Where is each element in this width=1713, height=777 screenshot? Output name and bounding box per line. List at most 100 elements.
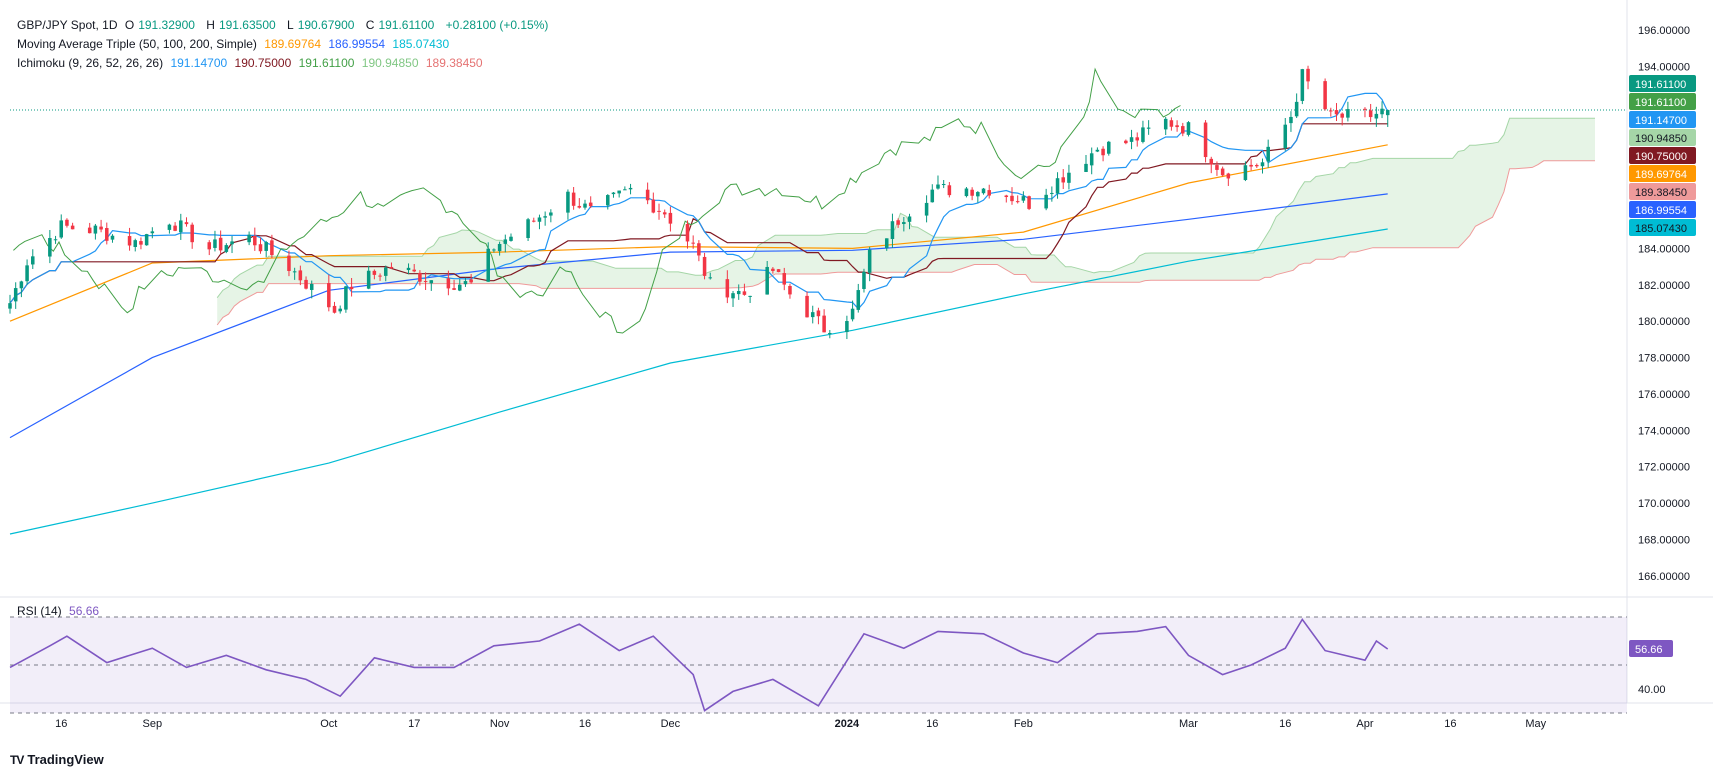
candle <box>389 262 394 270</box>
candle-body <box>457 284 462 291</box>
candle-body <box>1067 172 1071 183</box>
candle <box>651 192 656 214</box>
candle <box>1186 121 1191 137</box>
time-tick-label: 16 <box>1444 718 1456 730</box>
candle <box>150 227 155 239</box>
candle <box>1226 172 1231 186</box>
candle <box>1141 120 1145 144</box>
candle-body <box>822 315 826 333</box>
price-tick-label: 176.00000 <box>1638 389 1690 401</box>
candle <box>486 242 490 282</box>
candle-body <box>816 310 821 317</box>
candle <box>896 218 900 228</box>
conversion-line <box>9 92 1389 310</box>
candle <box>469 274 473 284</box>
price-tick-label: 182.00000 <box>1638 280 1690 292</box>
time-tick-label: Nov <box>490 718 510 730</box>
candle-body <box>48 238 52 257</box>
time-axis[interactable]: 16 Sep Oct 17 Nov 16 Dec 2024 16 Feb Mar 16 Apr 16 May <box>55 718 1547 730</box>
candle <box>725 270 730 304</box>
candle-body <box>1186 122 1191 135</box>
candle <box>406 263 411 275</box>
candle-body <box>179 220 183 233</box>
candle <box>924 195 929 223</box>
candle-body <box>503 239 508 244</box>
candle <box>907 213 912 230</box>
price-tick-label: 178.00000 <box>1638 353 1690 365</box>
candle <box>247 231 251 246</box>
candle-body <box>884 238 889 249</box>
candle <box>537 214 542 230</box>
candle <box>1163 116 1168 136</box>
candle-body <box>1084 163 1088 172</box>
candle-body <box>469 279 473 283</box>
price-tick-label: 184.00000 <box>1638 243 1690 255</box>
candle <box>1055 172 1060 199</box>
candle <box>53 235 58 244</box>
candle-body <box>526 219 530 239</box>
price-badge-label: 189.38450 <box>1635 187 1687 199</box>
candle-body <box>93 225 98 234</box>
candle <box>1061 169 1065 190</box>
candle <box>110 234 115 243</box>
time-tick-label: 16 <box>55 718 67 730</box>
candle-body <box>788 285 792 295</box>
candle <box>213 230 217 252</box>
candle-body <box>617 190 621 194</box>
candle-body <box>867 249 872 273</box>
price-badge: 191.61100 <box>1629 75 1696 93</box>
candle <box>1306 65 1310 90</box>
candle-body <box>981 188 986 194</box>
candle <box>583 199 587 210</box>
tradingview-logo[interactable]: TV TradingView <box>10 752 104 767</box>
candle-body <box>845 321 849 333</box>
candle-body <box>1021 196 1026 201</box>
candle <box>93 223 98 240</box>
candle <box>742 283 747 296</box>
candle-body <box>611 192 616 195</box>
candle-body <box>309 283 314 290</box>
candle <box>497 241 502 256</box>
candle <box>1203 120 1208 163</box>
candle-body <box>1015 201 1020 203</box>
candle-body <box>782 273 787 285</box>
rsi-title[interactable]: RSI (14) <box>17 604 62 618</box>
candle <box>218 230 223 255</box>
candle-body <box>583 203 587 208</box>
candle <box>224 243 229 254</box>
candle <box>941 180 946 189</box>
candle <box>668 206 673 232</box>
candle-body <box>571 192 576 206</box>
candle-body <box>190 224 194 243</box>
candle <box>1249 159 1253 171</box>
candle-body <box>423 281 428 283</box>
candle <box>816 307 821 325</box>
candle-body <box>691 242 695 244</box>
ma-title[interactable]: Moving Average Triple (50, 100, 200, Sim… <box>17 37 257 51</box>
price-badge-bg <box>1629 165 1696 183</box>
candle <box>936 175 940 190</box>
candle-body <box>1289 116 1293 124</box>
candle <box>1010 187 1014 205</box>
legend-symbol[interactable]: GBP/JPY Spot, 1D <box>17 18 118 32</box>
candle <box>970 187 974 201</box>
ichimoku-title[interactable]: Ichimoku (9, 26, 52, 26, 26) <box>17 56 164 70</box>
price-tick-label: 174.00000 <box>1638 425 1690 437</box>
candle <box>287 250 291 277</box>
candle-body <box>964 188 969 197</box>
candle <box>1107 140 1111 156</box>
candle <box>19 280 24 298</box>
candles[interactable] <box>8 65 1390 340</box>
candle <box>1334 103 1339 122</box>
rsi-badge-bg <box>1629 640 1673 658</box>
price-tick-label: 166.00000 <box>1638 571 1690 583</box>
candle <box>99 219 103 233</box>
candle-body <box>662 212 667 215</box>
candle-body <box>1055 178 1060 194</box>
candle <box>987 184 991 199</box>
ma200-value: 185.07430 <box>392 37 450 51</box>
candle <box>1146 120 1151 135</box>
span-a-value: 190.94850 <box>361 56 419 70</box>
candle <box>446 270 451 296</box>
